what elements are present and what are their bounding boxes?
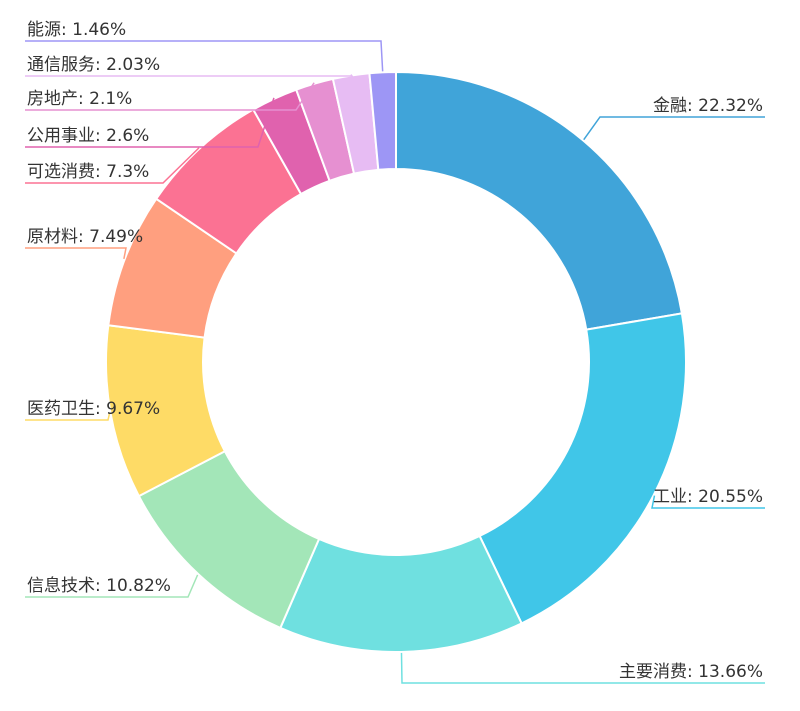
slice-3-leader-line	[400, 652, 765, 684]
slice-8-label: 公用事业: 2.6%	[27, 126, 149, 146]
slice-1-label: 金融: 22.32%	[653, 96, 763, 116]
slice-4-leader-line	[25, 574, 199, 598]
slice-2-label: 工业: 20.55%	[653, 487, 763, 507]
slice-5-leader-line	[25, 413, 111, 421]
slice-11-leader-line	[25, 40, 384, 72]
slice-5-label: 医药卫生: 9.67%	[27, 399, 160, 419]
slice-9-leader-line	[25, 82, 315, 111]
slice-10-leader-line	[25, 74, 354, 77]
slice-1-arc[interactable]	[395, 70, 684, 331]
slice-6-leader-line	[25, 247, 127, 260]
slice-10-label: 通信服务: 2.03%	[27, 55, 160, 75]
slice-2-arc[interactable]	[478, 312, 687, 625]
slice-6-label: 原材料: 7.49%	[27, 227, 143, 247]
slice-1-leader-line	[583, 116, 765, 141]
slice-2-leader-line	[651, 495, 765, 509]
slice-11-label: 能源: 1.46%	[27, 20, 126, 40]
slice-9-label: 房地产: 2.1%	[27, 89, 132, 109]
label-leader-lines	[25, 40, 765, 684]
slice-4-label: 信息技术: 10.82%	[27, 576, 171, 596]
slice-7-leader-line	[25, 147, 200, 184]
slice-11-arc[interactable]	[368, 70, 397, 171]
slice-3-label: 主要消费: 13.66%	[619, 662, 763, 682]
slice-7-label: 可选消费: 7.3%	[27, 162, 149, 182]
donut-slices	[105, 70, 687, 653]
slice-labels: 金融: 22.32% 工业: 20.55% 主要消费: 13.66% 信息技术: 10…	[27, 20, 763, 682]
slice-8-leader-line	[25, 97, 275, 148]
slice-3-arc[interactable]	[279, 534, 523, 653]
